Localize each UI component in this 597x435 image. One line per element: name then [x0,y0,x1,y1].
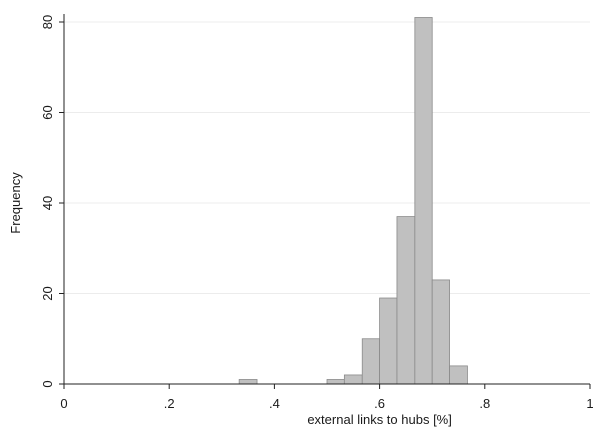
x-tick-label: .8 [479,396,490,411]
histogram-bar [326,379,345,385]
x-axis-label: external links to hubs [%] [307,412,452,427]
y-tick-label: 0 [40,380,55,387]
x-tick-label: .2 [164,396,175,411]
histogram-bar [361,338,381,385]
x-tick-label: 0 [60,396,67,411]
histogram-bar [449,365,468,385]
y-tick-label: 80 [40,15,55,29]
x-axis-ticks: 0 .2 .4 .6 .8 1 [60,384,594,411]
y-tick-label: 60 [40,105,55,119]
histogram-bar [414,17,433,385]
y-axis-label: Frequency [8,172,23,234]
histogram-bar [431,279,450,385]
histogram-bar [396,216,416,385]
x-tick-label: .4 [269,396,280,411]
axes [63,14,590,385]
histogram-bars [238,17,468,385]
x-tick-label: .6 [374,396,385,411]
grid-lines [64,21,590,294]
histogram-bar [238,379,258,385]
y-tick-label: 40 [40,196,55,210]
x-tick-label: 1 [586,396,593,411]
histogram-bar [379,297,398,385]
y-axis-ticks: 0 20 40 60 80 [40,15,64,388]
y-tick-label: 20 [40,286,55,300]
histogram-bar [343,374,363,385]
